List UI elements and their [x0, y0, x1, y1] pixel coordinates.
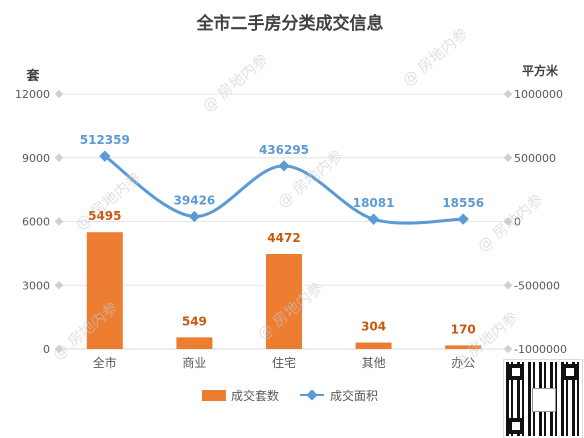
line-data-label: 436295 — [259, 143, 309, 157]
right-tick-label: -1000000 — [514, 343, 567, 356]
line-data-label: 18556 — [442, 196, 484, 210]
line-point — [367, 213, 380, 225]
tick-marker — [54, 153, 64, 162]
legend-bar-swatch — [202, 390, 226, 401]
tick-marker — [54, 217, 64, 226]
line-data-label: 512359 — [80, 133, 130, 147]
tick-marker — [503, 153, 513, 162]
right-tick-label: 500000 — [514, 152, 556, 165]
qr-code-icon — [503, 359, 583, 438]
bar-data-label: 5495 — [88, 209, 121, 223]
right-axis-label: 平方米 — [522, 63, 559, 78]
category-label: 其他 — [362, 356, 386, 370]
legend-line-label: 成交面积 — [330, 388, 378, 403]
legend-line-marker — [306, 389, 318, 401]
chart-title: 全市二手房分类成交信息 — [196, 13, 384, 34]
left-axis-label: 套 — [25, 68, 40, 84]
tick-marker — [503, 344, 513, 354]
tick-marker — [503, 217, 513, 226]
bar-data-label: 170 — [451, 322, 476, 336]
category-label: 住宅 — [272, 355, 296, 370]
line-data-label: 18081 — [353, 196, 395, 210]
tick-marker — [54, 344, 64, 354]
left-tick-label: 0 — [43, 343, 50, 356]
line-data-label: 39426 — [174, 193, 216, 207]
right-axis-ticks: -1000000 -500000 0 500000 1000000 — [503, 88, 567, 356]
category-label: 办公 — [451, 355, 475, 370]
right-tick-label: 1000000 — [514, 88, 563, 101]
line-point — [278, 160, 290, 172]
category-label: 全市 — [93, 355, 117, 370]
line-point — [188, 210, 201, 223]
bar-data-label: 549 — [182, 314, 207, 328]
right-tick-label: 0 — [514, 216, 521, 229]
left-axis-ticks: 0 3000 6000 9000 12000 — [15, 88, 64, 356]
left-tick-label: 6000 — [22, 216, 50, 229]
bar-data-label: 4472 — [267, 231, 300, 245]
line-point — [457, 213, 469, 225]
bar — [176, 337, 213, 349]
bar — [445, 345, 482, 349]
category-labels: 全市 商业 住宅 其他 办公 — [93, 355, 475, 370]
category-label: 商业 — [182, 355, 206, 370]
tick-marker — [503, 89, 513, 99]
tick-marker — [54, 89, 64, 99]
gridlines — [60, 93, 508, 350]
line-series: 512359 39426 436295 18081 18556 — [80, 133, 484, 225]
legend: 成交套数 成交面积 — [202, 388, 378, 403]
legend-bar-label: 成交套数 — [231, 388, 279, 403]
tick-marker — [54, 281, 64, 290]
left-tick-label: 9000 — [22, 152, 50, 165]
left-tick-label: 12000 — [15, 88, 50, 101]
tick-marker — [503, 281, 513, 290]
bar — [266, 253, 302, 349]
bar-series: 5495 549 4472 304 170 — [86, 209, 482, 349]
bar-data-label: 304 — [361, 320, 386, 334]
left-tick-label: 3000 — [22, 279, 50, 292]
bar — [86, 232, 123, 349]
bar — [355, 342, 392, 349]
right-tick-label: -500000 — [514, 279, 560, 292]
